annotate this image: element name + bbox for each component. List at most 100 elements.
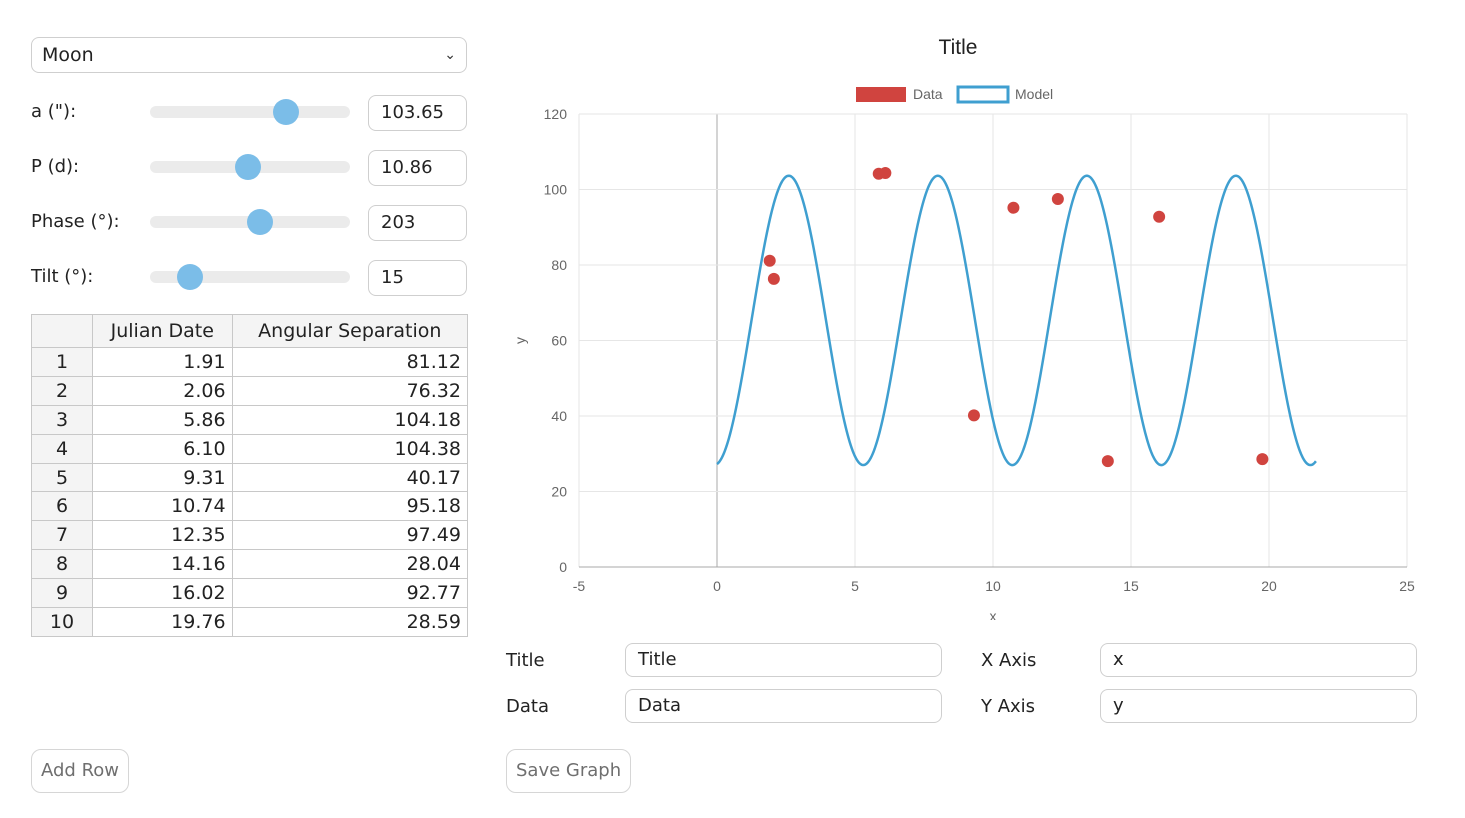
row-index-cell: 1 — [31, 347, 93, 377]
y-tick-label: 0 — [559, 559, 567, 575]
julian-date-cell[interactable]: 10.74 — [92, 491, 233, 522]
x-tick-label: 0 — [713, 578, 721, 594]
table-header-julian-date: Julian Date — [92, 314, 233, 348]
data-point — [967, 409, 980, 422]
row-index-cell: 5 — [31, 462, 93, 493]
x-tick-label: 15 — [1123, 578, 1139, 594]
phase-label: Phase (°): — [31, 211, 120, 232]
a-slider[interactable] — [150, 99, 350, 125]
phase-slider[interactable] — [150, 209, 350, 235]
row-index-cell: 6 — [31, 491, 93, 522]
data-point — [1007, 201, 1020, 214]
p-input[interactable]: 10.86 — [368, 150, 467, 186]
angular-separation-cell[interactable]: 81.12 — [231, 347, 469, 377]
tilt-slider[interactable] — [150, 264, 350, 290]
julian-date-cell[interactable]: 14.16 — [92, 549, 233, 580]
julian-date-cell[interactable]: 1.91 — [92, 347, 233, 377]
angular-separation-cell[interactable]: 97.49 — [231, 520, 469, 551]
yaxis-field-label: Y Axis — [981, 696, 1036, 717]
legend-model-swatch — [956, 85, 1010, 104]
tilt-input[interactable]: 15 — [368, 260, 467, 296]
p-label: P (d): — [31, 156, 80, 177]
x-tick-label: 10 — [985, 578, 1001, 594]
add-row-button[interactable]: Add Row — [31, 749, 130, 793]
y-axis-title: y — [512, 337, 528, 344]
data-point — [767, 272, 780, 285]
row-index-cell: 8 — [31, 549, 93, 580]
chevron-down-icon: ⌄ — [444, 47, 456, 63]
row-index-cell: 7 — [31, 520, 93, 551]
title-field-label: Title — [506, 650, 545, 671]
data-point — [1101, 455, 1114, 468]
phase-slider-thumb[interactable] — [247, 209, 273, 235]
data-point — [1153, 210, 1166, 223]
table-row[interactable]: 9 16.02 92.77 — [31, 578, 469, 609]
data-point — [879, 166, 892, 179]
angular-separation-cell[interactable]: 28.04 — [231, 549, 469, 580]
table-header-index — [31, 314, 93, 348]
phase-input[interactable]: 203 — [368, 205, 467, 241]
table-row[interactable]: 3 5.86 104.18 — [31, 404, 469, 435]
x-tick-label: 25 — [1399, 578, 1415, 594]
row-index-cell: 9 — [31, 578, 93, 609]
body-select[interactable]: Moon ⌄ — [31, 37, 467, 73]
model-line — [716, 174, 1317, 467]
data-point — [763, 254, 776, 267]
data-point — [1256, 453, 1269, 466]
yaxis-field[interactable]: y — [1100, 689, 1417, 723]
angular-separation-cell[interactable]: 104.18 — [231, 404, 469, 435]
julian-date-cell[interactable]: 5.86 — [92, 404, 233, 435]
angular-separation-cell[interactable]: 92.77 — [231, 578, 469, 609]
data-field-label: Data — [506, 696, 549, 717]
angular-separation-cell[interactable]: 28.59 — [231, 607, 469, 637]
table-row[interactable]: 6 10.74 95.18 — [31, 491, 469, 522]
body-select-value: Moon — [42, 44, 94, 66]
a-slider-thumb[interactable] — [273, 99, 299, 125]
xaxis-field[interactable]: x — [1100, 643, 1417, 677]
table-row[interactable]: 5 9.31 40.17 — [31, 462, 469, 493]
x-axis-title: x — [990, 608, 997, 620]
x-tick-label: -5 — [573, 578, 586, 594]
save-graph-button[interactable]: Save Graph — [506, 749, 632, 793]
angular-separation-cell[interactable]: 95.18 — [231, 491, 469, 522]
angular-separation-cell[interactable]: 40.17 — [231, 462, 469, 493]
legend-model-label: Model — [1015, 86, 1053, 102]
julian-date-cell[interactable]: 16.02 — [92, 578, 233, 609]
row-index-cell: 4 — [31, 433, 93, 464]
data-field[interactable]: Data — [625, 689, 942, 723]
table-row[interactable]: 10 19.76 28.59 — [31, 607, 469, 637]
table-header-angular-separation: Angular Separation — [231, 314, 469, 348]
tilt-label: Tilt (°): — [31, 266, 94, 287]
p-slider[interactable] — [150, 154, 350, 180]
table-row[interactable]: 8 14.16 28.04 — [31, 549, 469, 580]
chart-title: Title — [939, 36, 978, 59]
y-tick-label: 60 — [551, 333, 567, 349]
y-tick-label: 120 — [544, 106, 568, 122]
julian-date-cell[interactable]: 9.31 — [92, 462, 233, 493]
table-row[interactable]: 1 1.91 81.12 — [31, 347, 469, 377]
p-slider-thumb[interactable] — [235, 154, 261, 180]
legend-data-label: Data — [913, 86, 943, 102]
julian-date-cell[interactable]: 19.76 — [92, 607, 233, 637]
chart: Title Data Model -5 0 5 10 15 20 25 0 20 40 60 80 100 12… — [512, 36, 1415, 620]
table-row[interactable]: 7 12.35 97.49 — [31, 520, 469, 551]
x-tick-label: 20 — [1261, 578, 1277, 594]
angular-separation-cell[interactable]: 104.38 — [231, 433, 469, 464]
table-row[interactable]: 4 6.10 104.38 — [31, 433, 469, 464]
tilt-slider-thumb[interactable] — [177, 264, 203, 290]
julian-date-cell[interactable]: 12.35 — [92, 520, 233, 551]
y-tick-label: 40 — [551, 408, 567, 424]
julian-date-cell[interactable]: 6.10 — [92, 433, 233, 464]
y-tick-label: 100 — [544, 182, 568, 198]
julian-date-cell[interactable]: 2.06 — [92, 375, 233, 406]
row-index-cell: 3 — [31, 404, 93, 435]
a-label: a ("): — [31, 101, 77, 122]
table-row[interactable]: 2 2.06 76.32 — [31, 375, 469, 406]
data-table: Julian Date Angular Separation 1 1.91 81.1… — [31, 314, 469, 637]
title-field[interactable]: Title — [625, 643, 942, 677]
x-tick-label: 5 — [851, 578, 859, 594]
a-input[interactable]: 103.65 — [368, 95, 467, 131]
angular-separation-cell[interactable]: 76.32 — [231, 375, 469, 406]
xaxis-field-label: X Axis — [981, 650, 1037, 671]
legend-data-swatch — [856, 87, 906, 102]
